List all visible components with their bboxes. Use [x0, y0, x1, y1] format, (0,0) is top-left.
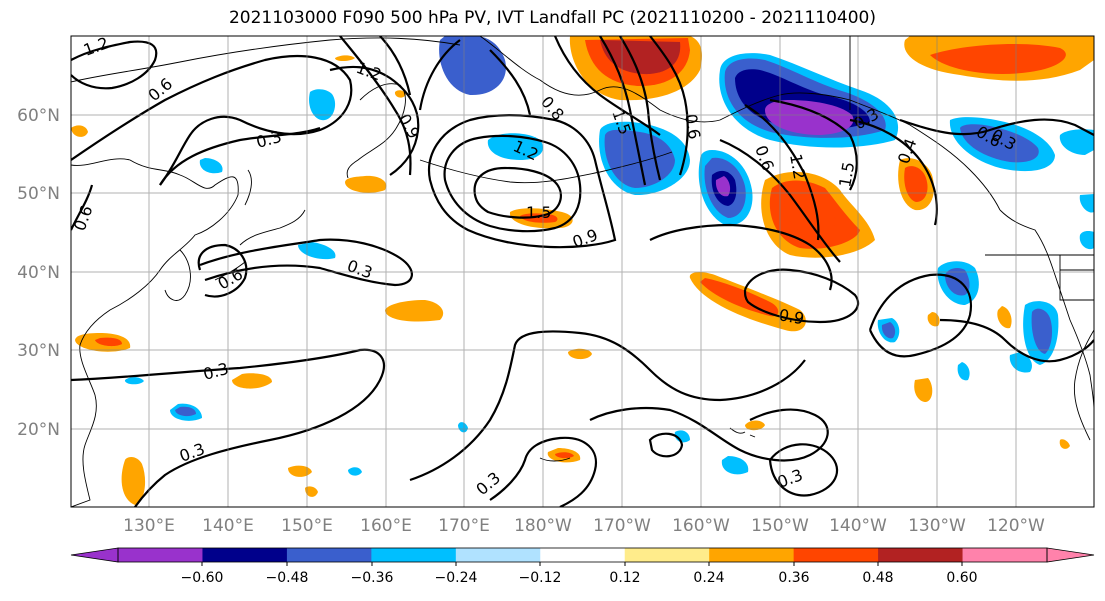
contour-1.2-alaska [599, 36, 647, 186]
contour-0.9-bering [339, 36, 412, 176]
lon-label: 170°W [593, 516, 651, 536]
colorbar: −0.60 −0.48 −0.36 −0.24 −0.12 0.12 0.24 … [70, 547, 1095, 586]
lon-label: 120°W [987, 516, 1045, 536]
colorbar-tick-label: 0.24 [693, 570, 724, 586]
latitude-labels: 60°N 50°N 40°N 30°N 20°N [17, 106, 60, 440]
lon-label: 140°E [202, 516, 254, 536]
colorbar-ticks [201, 562, 963, 566]
contour-0.3-hawaii [768, 443, 839, 497]
colorbar-tick-label: 0.12 [609, 570, 640, 586]
colorbar-tick-label: −0.36 [351, 570, 394, 586]
coastline-alaska [479, 36, 1001, 211]
contour-1.2-center [443, 134, 582, 233]
contour-1.2-nw [71, 40, 158, 90]
contour-0.3-hokkaido [159, 126, 321, 186]
colorbar-tick-label: 0.36 [778, 570, 809, 586]
contour-1.5-bering [379, 36, 412, 96]
colorbar-tick-label: −0.60 [181, 570, 224, 586]
colorbar-tick-label: 0.60 [946, 570, 977, 586]
colorbar-segment [118, 548, 203, 562]
lon-label: 160°W [672, 516, 730, 536]
lon-label: 170°E [438, 516, 490, 536]
contour-1.5-alaska [619, 36, 662, 181]
colorbar-segment [624, 548, 710, 562]
contour-1.2-east [744, 104, 820, 241]
contour-0.6-coast [71, 184, 94, 231]
contour-0.6-east [649, 36, 689, 176]
colorbar-tick-label: −0.24 [435, 570, 478, 586]
contour-label: 0.6 [681, 112, 704, 140]
lon-label: 130°W [908, 516, 966, 536]
lon-label: 150°E [281, 516, 333, 536]
coastline-korea [164, 249, 191, 301]
coastline-siberia [71, 37, 461, 83]
contour-label: 1.5 [835, 160, 858, 188]
contour-0.3-center [418, 39, 461, 111]
coastline-west-america [999, 209, 1094, 411]
boundary-canada-us [985, 254, 1094, 301]
colorbar-extend-high [1046, 547, 1095, 563]
contour-0.3-east [589, 406, 829, 462]
gridlines [71, 36, 1094, 507]
lon-label: 180°W [514, 516, 572, 536]
contour-0.9-east [719, 138, 841, 263]
contour-label: 1.5 [526, 203, 551, 222]
colorbar-segment [962, 548, 1048, 562]
map-title: 2021103000 F090 500 hPa PV, IVT Landfall… [228, 8, 876, 28]
contour-0.9-loop-east [743, 268, 860, 324]
lat-label: 60°N [17, 106, 60, 126]
colorbar-extend-low [70, 547, 119, 563]
lat-label: 40°N [17, 263, 60, 283]
lon-label: 140°W [829, 516, 887, 536]
colorbar-segment [793, 548, 879, 562]
colorbar-segment [202, 548, 288, 562]
colorbar-segment [878, 548, 964, 562]
colorbar-tick-label: −0.12 [519, 570, 562, 586]
coastline-mexico [1073, 329, 1094, 441]
colorbar-segment [455, 548, 541, 562]
coastline-asia [71, 158, 239, 507]
lat-label: 50°N [17, 184, 60, 204]
contour-1.5-center [473, 166, 562, 219]
colorbar-tick-label: 0.48 [862, 570, 893, 586]
colorbar-segment [371, 548, 457, 562]
colorbar-outline [117, 547, 1048, 563]
colorbar-segment [286, 548, 372, 562]
contour-0.3-coast [939, 318, 1094, 363]
contour-1.5-east [769, 98, 858, 191]
contour-0.9-center [427, 114, 617, 249]
contour-0.9-loop [489, 49, 532, 116]
longitude-labels: 130°E 140°E 150°E 160°E 170°E 180°W 170°… [123, 516, 1045, 536]
colorbar-segments [70, 547, 1095, 563]
map-frame [70, 35, 1095, 508]
contour-0.3-loop [489, 436, 598, 507]
contour-label: 1.2 [81, 33, 111, 60]
contour-0.3-lower-loop [648, 432, 684, 458]
pv-contours [71, 36, 1094, 507]
lon-label: 130°E [123, 516, 175, 536]
lon-label: 150°W [751, 516, 809, 536]
lat-label: 30°N [17, 341, 60, 361]
coastline-kamchatka [346, 83, 406, 179]
colorbar-segment [540, 548, 626, 562]
contour-0.6-alaska [553, 36, 661, 136]
contour-0.3-south [71, 348, 386, 507]
contour-label: 0.9 [777, 305, 805, 328]
contour-0.9-sw [649, 223, 833, 291]
colorbar-tick-label: −0.48 [266, 570, 309, 586]
contour-0.3-west [409, 330, 806, 482]
colorbar-segment [709, 548, 795, 562]
contour-0.6-right [868, 273, 973, 358]
lon-label: 160°E [360, 516, 412, 536]
contour-label: 1.2 [786, 152, 809, 180]
contour-0.3-ne [899, 118, 1094, 136]
lat-label: 20°N [17, 420, 60, 440]
contour-0.6-west [71, 55, 353, 186]
